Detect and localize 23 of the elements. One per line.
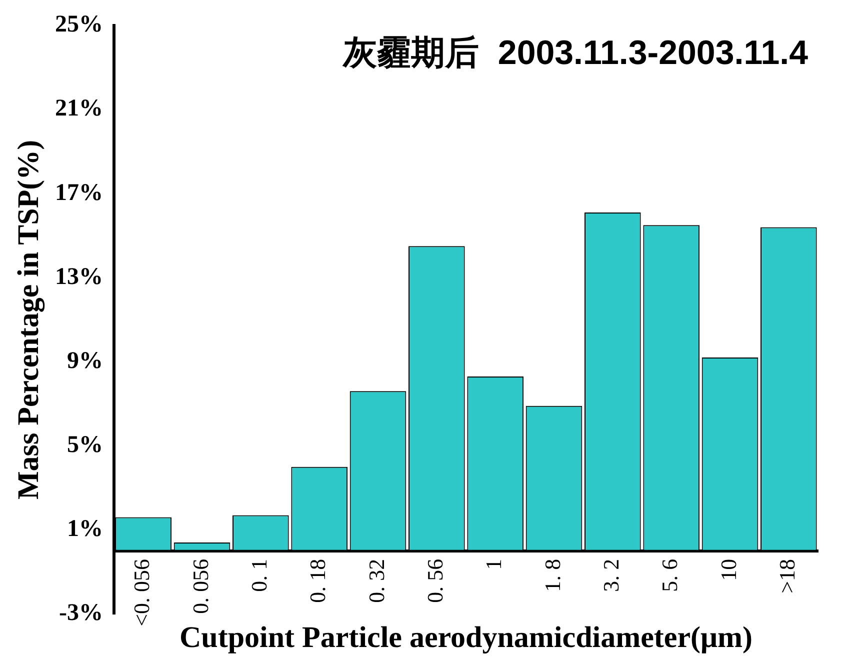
y-tick-label: 17% (55, 180, 103, 206)
x-tick-label: 0. 18 (305, 558, 330, 603)
y-tick-label: 13% (55, 264, 103, 290)
y-axis-title: Mass Percentage in TSP(%) (12, 140, 45, 500)
y-tick-label: 9% (67, 348, 103, 374)
y-tick-label: 25% (55, 12, 103, 38)
x-tick-label: 0. 056 (188, 558, 213, 614)
y-tick-label: 1% (67, 516, 103, 542)
x-tick-label: 5. 6 (657, 558, 682, 592)
x-tick-label: 10 (716, 558, 741, 581)
x-tick-label: 0. 32 (364, 558, 389, 603)
y-tick-label: 21% (55, 96, 103, 122)
x-axis-title: Cutpoint Particle aerodynamicdiameter(μm) (180, 620, 752, 654)
x-tick-label: 1 (481, 558, 506, 570)
y-tick-label: -3% (59, 600, 103, 626)
x-tick-label: 1. 8 (540, 558, 565, 592)
y-tick-label: 5% (67, 432, 103, 458)
x-tick-label: >18 (774, 558, 800, 594)
x-tick-label: <0. 056 (129, 558, 154, 626)
chart-title: 灰霾期后 2003.11.3-2003.11.4 (342, 34, 808, 72)
x-tick-label: 0. 1 (246, 558, 272, 592)
x-tick-label: 3. 2 (598, 558, 624, 592)
x-tick-label: 0. 56 (422, 558, 448, 603)
